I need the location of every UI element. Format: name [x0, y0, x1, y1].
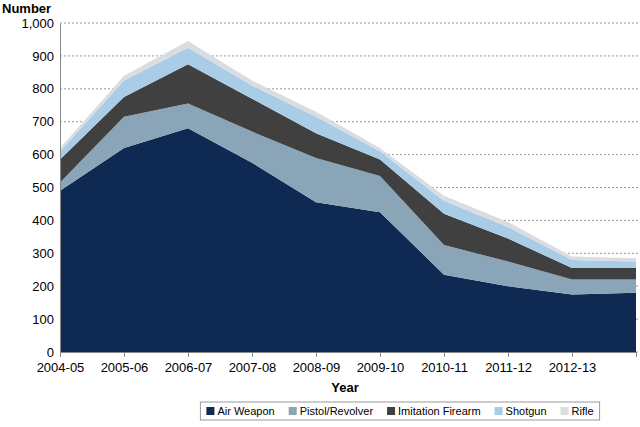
x-tick: 2004-05: [37, 352, 85, 375]
y-tick-label: 0: [47, 345, 54, 360]
y-tick-label: 200: [32, 279, 54, 294]
x-tick: 2011-12: [485, 352, 532, 375]
y-tick-label: 600: [32, 147, 54, 162]
x-tick: [636, 352, 637, 357]
x-tick-mark: [380, 352, 381, 357]
x-tick-mark: [636, 352, 637, 357]
y-tick-label: 700: [32, 114, 54, 129]
x-tick-label: 2008-09: [293, 360, 341, 375]
grid-line: [60, 23, 640, 24]
x-tick-mark: [60, 352, 61, 357]
x-tick: 2012-13: [549, 352, 597, 375]
legend: Air Weapon Pistol/Revolver Imitation Firea…: [200, 402, 599, 420]
legend-item: Rifle: [561, 405, 594, 417]
y-tick: 1,000: [21, 16, 60, 31]
y-tick-label: 500: [32, 180, 54, 195]
grid-line: [60, 55, 640, 56]
legend-label: Rifle: [572, 405, 594, 417]
y-tick: 200: [32, 279, 60, 294]
y-tick-label: 300: [32, 246, 54, 261]
x-tick: 2010-11: [421, 352, 468, 375]
x-tick-mark: [316, 352, 317, 357]
y-axis-title: Number: [2, 1, 51, 16]
x-tick-mark: [572, 352, 573, 357]
y-tick: 700: [32, 114, 60, 129]
legend-frame: [200, 402, 599, 420]
y-tick: 0: [47, 345, 60, 360]
area-series: [60, 48, 636, 268]
x-tick-label: 2010-11: [421, 360, 468, 375]
x-tick-label: 2012-13: [549, 360, 597, 375]
x-tick: 2007-08: [229, 352, 277, 375]
legend-label: Air Weapon: [217, 405, 274, 417]
x-tick-mark: [508, 352, 509, 357]
legend-swatch: [387, 407, 395, 415]
x-axis-line: [61, 353, 637, 358]
x-tick-mark: [124, 352, 125, 357]
x-axis-title: Year: [331, 380, 358, 395]
legend-label: Imitation Firearm: [398, 405, 481, 417]
y-tick: 600: [32, 147, 60, 162]
area-series: [60, 41, 636, 261]
y-tick: 900: [32, 49, 60, 64]
legend-item: Air Weapon: [206, 405, 274, 417]
x-tick-label: 2004-05: [37, 360, 85, 375]
x-tick-mark: [444, 352, 445, 357]
chart: 0 100 200 300 400 500 600 700 800 900 1,000 2004-05…: [0, 0, 640, 427]
legend-item: Shotgun: [495, 405, 547, 417]
grid: [60, 23, 640, 352]
x-tick: 2006-07: [165, 352, 213, 375]
y-tick-label: 900: [32, 49, 54, 64]
y-tick-label: 400: [32, 213, 54, 228]
x-tick: 2008-09: [293, 352, 341, 375]
plot-area: [60, 41, 636, 352]
y-tick: 100: [32, 312, 60, 327]
legend-item: Imitation Firearm: [387, 405, 481, 417]
x-tick-label: 2007-08: [229, 360, 277, 375]
y-tick: 500: [32, 180, 60, 195]
x-tick: 2005-06: [101, 352, 149, 375]
x-tick: 2009-10: [357, 352, 405, 375]
x-tick-mark: [188, 352, 189, 357]
x-axis: 2004-05 2005-06 2006-07 2007-08 2008-09 2009-…: [37, 352, 637, 375]
x-tick-label: 2005-06: [101, 360, 149, 375]
x-tick-label: 2006-07: [165, 360, 213, 375]
x-tick-label: 2011-12: [485, 360, 532, 375]
y-tick-label: 100: [32, 312, 54, 327]
x-tick-mark: [252, 352, 253, 357]
legend-item: Pistol/Revolver: [289, 405, 374, 417]
y-tick: 800: [32, 81, 60, 96]
y-axis: 0 100 200 300 400 500 600 700 800 900 1,000: [21, 16, 60, 360]
legend-swatch: [561, 407, 569, 415]
y-tick-label: 1,000: [21, 16, 54, 31]
y-tick-label: 800: [32, 81, 54, 96]
legend-swatch: [206, 407, 214, 415]
x-tick-label: 2009-10: [357, 360, 405, 375]
legend-label: Pistol/Revolver: [300, 405, 374, 417]
legend-swatch: [495, 407, 503, 415]
legend-swatch: [289, 407, 297, 415]
y-axis-line: [60, 24, 61, 353]
y-tick: 400: [32, 213, 60, 228]
y-tick: 300: [32, 246, 60, 261]
legend-label: Shotgun: [506, 405, 547, 417]
